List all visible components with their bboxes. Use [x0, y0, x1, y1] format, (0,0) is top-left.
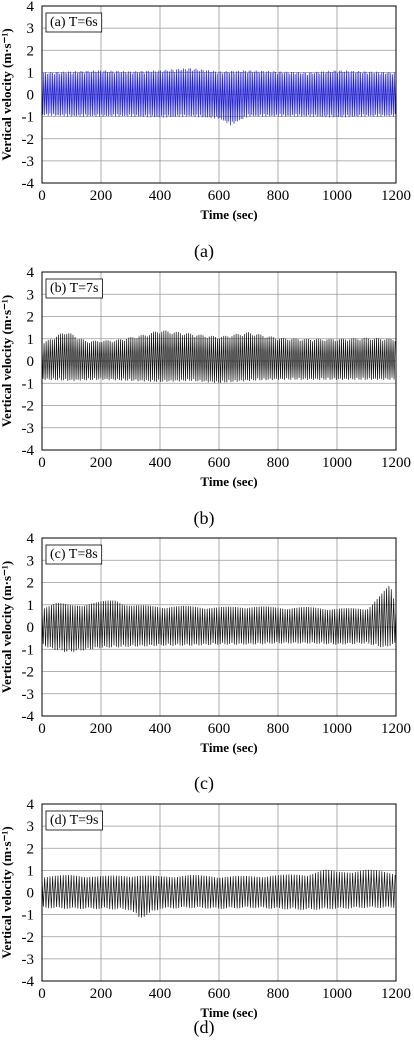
- y-tick-label: -1: [22, 376, 35, 392]
- y-tick-label: -2: [22, 665, 35, 681]
- y-axis-label: Vertical velocity (m·s⁻¹): [0, 28, 14, 160]
- y-tick-label: 1: [27, 332, 35, 348]
- series-line: [41, 585, 397, 652]
- x-tick-label: 200: [90, 188, 113, 204]
- x-tick-label: 0: [38, 455, 46, 471]
- x-tick-label: 600: [208, 455, 231, 471]
- chart-panel-1: 0 200 400 600 800 1000 1200 -4 -3 -2 -1 0 1 2 3 4 Time (…: [0, 0, 411, 262]
- annotation-box: [45, 544, 103, 565]
- x-tick-label: 400: [149, 721, 172, 737]
- chart-panel-3: 0 200 400 600 800 1000 1200 -4 -3 -2 -1 0 1 2 3 4 Time (…: [0, 531, 411, 794]
- x-tick-label: 600: [208, 721, 231, 737]
- x-tick-label: 200: [90, 721, 113, 737]
- x-tick-label: 1200: [381, 188, 411, 204]
- x-tick-label: 600: [208, 986, 231, 1002]
- panel-annotation: (c) T=8s: [50, 547, 98, 562]
- chart-panel-4: 0 200 400 600 800 1000 1200 -4 -3 -2 -1 0 1 2 3 4 Time (…: [0, 797, 411, 1038]
- y-tick-label: 1: [27, 598, 35, 614]
- y-tick-label: -3: [22, 687, 35, 703]
- series-line: [41, 68, 397, 126]
- x-tick-label: 1000: [322, 721, 352, 737]
- y-tick-label: 3: [27, 287, 35, 303]
- panel-annotation: (b) T=7s: [50, 281, 98, 296]
- panel-annotation: (a) T=6s: [50, 15, 98, 30]
- y-tick-label: 4: [27, 531, 35, 547]
- series-line: [41, 330, 396, 383]
- x-tick-label: 800: [267, 455, 290, 471]
- y-tick-label: -2: [22, 930, 35, 946]
- x-tick-label: 1000: [322, 455, 352, 471]
- x-tick-label: 1200: [381, 455, 411, 471]
- panel-caption: (a): [194, 241, 214, 262]
- x-tick-label: 800: [267, 986, 290, 1002]
- annotation-box: [45, 810, 103, 831]
- y-tick-label: -1: [22, 642, 35, 658]
- y-tick-label: 4: [27, 0, 35, 15]
- panel-caption: (d): [194, 1017, 215, 1038]
- x-tick-label: 800: [267, 188, 290, 204]
- y-tick-label: 3: [27, 819, 35, 835]
- y-axis-label: Vertical velocity (m·s⁻¹): [0, 561, 14, 693]
- panel-caption: (c): [194, 773, 214, 794]
- x-tick-label: 200: [90, 455, 113, 471]
- y-tick-label: 0: [27, 88, 35, 104]
- x-tick-label: 400: [149, 986, 172, 1002]
- x-tick-label: 1000: [322, 188, 352, 204]
- x-axis-label: Time (sec): [200, 474, 257, 489]
- y-tick-label: -2: [22, 132, 35, 148]
- y-tick-label: -2: [22, 399, 35, 415]
- y-tick-label: -4: [22, 709, 35, 725]
- x-tick-label: 0: [38, 188, 46, 204]
- y-tick-label: 0: [27, 354, 35, 370]
- y-tick-label: 2: [27, 310, 35, 326]
- chart-panel-2: 0 200 400 600 800 1000 1200 -4 -3 -2 -1 0 1 2 3 4 Time (…: [0, 265, 411, 529]
- y-tick-label: 1: [27, 863, 35, 879]
- x-tick-label: 400: [149, 455, 172, 471]
- y-tick-label: -3: [22, 154, 35, 170]
- y-tick-label: -4: [22, 176, 35, 192]
- y-tick-label: 2: [27, 841, 35, 857]
- x-tick-label: 0: [38, 986, 46, 1002]
- series-line: [41, 869, 396, 918]
- x-tick-label: 1200: [381, 721, 411, 737]
- plot-frame: [41, 803, 397, 982]
- plot-frame: [41, 537, 397, 717]
- y-tick-label: 0: [27, 620, 35, 636]
- x-tick-label: 0: [38, 721, 46, 737]
- annotation-box: [45, 278, 103, 299]
- x-tick-label: 800: [267, 721, 290, 737]
- plot-frame: [41, 5, 397, 184]
- x-tick-label: 1000: [322, 986, 352, 1002]
- y-tick-label: 2: [27, 43, 35, 59]
- y-tick-label: -3: [22, 952, 35, 968]
- annotation-box: [45, 12, 103, 33]
- y-tick-label: 4: [27, 797, 35, 813]
- plot-frame: [41, 271, 397, 451]
- x-axis-label: Time (sec): [200, 1005, 257, 1020]
- x-axis-label: Time (sec): [200, 740, 257, 755]
- y-tick-label: 3: [27, 553, 35, 569]
- y-tick-label: -4: [22, 974, 35, 990]
- y-tick-label: 0: [27, 886, 35, 902]
- y-axis-label: Vertical velocity (m·s⁻¹): [0, 826, 14, 958]
- y-axis-label: Vertical velocity (m·s⁻¹): [0, 295, 14, 427]
- y-tick-label: 1: [27, 65, 35, 81]
- x-tick-label: 200: [90, 986, 113, 1002]
- x-axis-label: Time (sec): [200, 207, 257, 222]
- y-tick-label: 2: [27, 576, 35, 592]
- y-tick-label: 4: [27, 265, 35, 281]
- y-tick-label: -1: [22, 908, 35, 924]
- y-tick-label: -1: [22, 110, 35, 126]
- x-tick-label: 1200: [381, 986, 411, 1002]
- x-tick-label: 400: [149, 188, 172, 204]
- y-tick-label: -4: [22, 443, 35, 459]
- panel-annotation: (d) T=9s: [50, 813, 98, 828]
- x-tick-label: 600: [208, 188, 231, 204]
- y-tick-label: 3: [27, 21, 35, 37]
- panel-caption: (b): [194, 508, 215, 529]
- y-tick-label: -3: [22, 421, 35, 437]
